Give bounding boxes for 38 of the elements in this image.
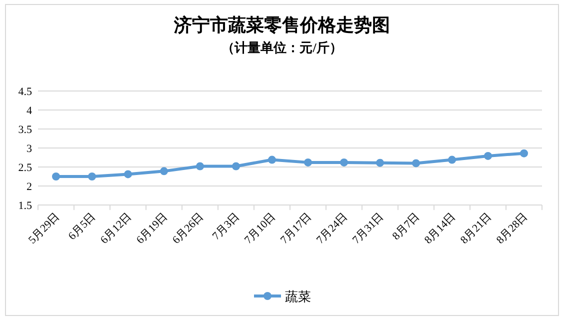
x-tick-label: 6月5日 <box>66 210 98 242</box>
chart-subtitle: （计量单位：元/斤） <box>222 40 342 55</box>
point <box>520 149 528 158</box>
point <box>412 159 420 168</box>
y-tick-label: 4 <box>26 105 32 117</box>
x-tick-label: 5月29日 <box>26 210 62 246</box>
x-tick-label: 7月10日 <box>242 210 278 246</box>
point <box>52 172 60 180</box>
point <box>88 172 96 180</box>
point <box>160 167 168 176</box>
chart-title: 济宁市蔬菜零售价格走势图 <box>173 15 390 35</box>
point <box>340 158 348 166</box>
x-tick-label: 7月3日 <box>210 210 242 242</box>
y-tick-label: 3.5 <box>18 124 32 136</box>
point <box>124 170 132 178</box>
x-tick-label: 8月28日 <box>494 210 530 246</box>
legend-label: 蔬菜 <box>285 290 311 305</box>
x-tick-label: 6月12日 <box>98 210 134 246</box>
x-tick-label: 6月26日 <box>170 210 206 246</box>
point <box>376 158 384 167</box>
point <box>232 162 240 170</box>
y-tick-label: 2 <box>26 181 32 193</box>
x-tick-label: 8月21日 <box>458 210 494 246</box>
x-tick-label: 7月17日 <box>278 210 314 246</box>
x-tick-label: 6月19日 <box>134 210 170 246</box>
y-tick-label: 4.5 <box>18 86 32 98</box>
y-tick-label: 1.5 <box>18 200 32 212</box>
y-tick-label: 2.5 <box>18 162 32 174</box>
point <box>448 156 456 164</box>
x-tick-label: 8月14日 <box>422 210 458 246</box>
point <box>268 156 276 164</box>
point <box>304 158 312 166</box>
y-tick-label: 3 <box>26 143 32 155</box>
x-tick-label: 7月24日 <box>314 210 350 246</box>
point <box>484 152 492 160</box>
x-tick-label: 7月31日 <box>350 210 386 246</box>
x-tick-label: 8月7日 <box>390 210 422 242</box>
point <box>196 162 204 170</box>
